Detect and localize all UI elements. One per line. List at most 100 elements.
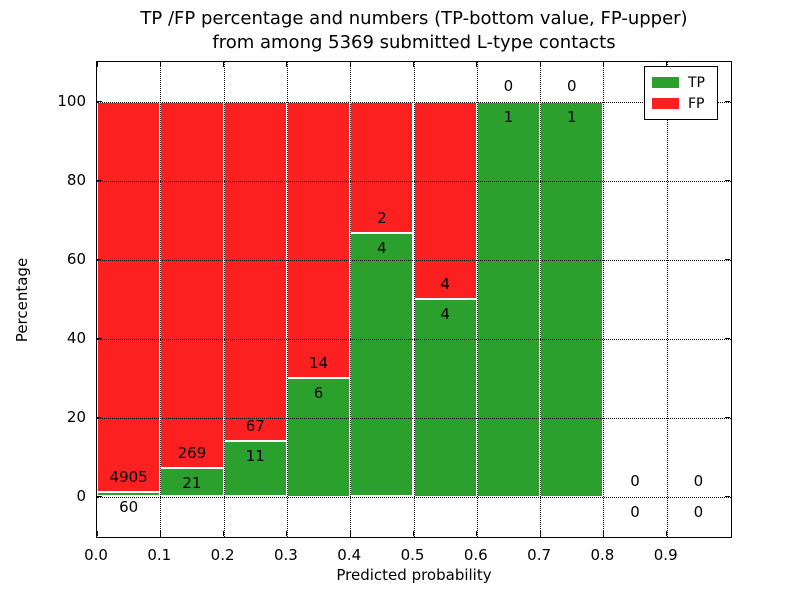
x-gridline-0.1 bbox=[160, 62, 162, 537]
tp-count-label-0.6: 1 bbox=[503, 107, 514, 126]
x-gridline-0.3 bbox=[286, 62, 288, 537]
x-tickmark-top bbox=[159, 62, 161, 67]
tp-bar-0.0 bbox=[97, 491, 161, 497]
fp-bar-0.2 bbox=[223, 101, 287, 441]
tp-count-label-0.2: 11 bbox=[245, 446, 265, 465]
x-tickmark-bottom bbox=[666, 531, 668, 536]
x-gridline-0.6 bbox=[476, 62, 478, 537]
fp-count-label-0.7: 0 bbox=[566, 77, 577, 96]
x-tickmark-bottom bbox=[159, 531, 161, 536]
y-tickmark-right bbox=[725, 180, 730, 181]
y-tickmark-right bbox=[725, 259, 730, 260]
fp-legend-label: FP bbox=[688, 95, 705, 112]
x-tickmark-bottom bbox=[413, 531, 414, 536]
chart-title-line2: from among 5369 submitted L-type contact… bbox=[212, 32, 616, 53]
x-gridline-0.5 bbox=[413, 62, 415, 537]
x-tick-label-0.9: 0.9 bbox=[653, 546, 678, 564]
tp-bar-0.6 bbox=[476, 101, 541, 497]
y-tick-label-60: 60 bbox=[66, 249, 86, 268]
fp-count-label-0.2: 67 bbox=[245, 416, 265, 435]
chart-title: TP /FP percentage and numbers (TP-bottom… bbox=[96, 7, 732, 55]
fp-bar-0.0 bbox=[97, 101, 161, 492]
x-gridline-0.7 bbox=[540, 62, 542, 537]
x-axis-label: Predicted probability bbox=[336, 566, 492, 584]
tp-count-label-0.7: 1 bbox=[566, 107, 577, 126]
x-tickmark-top bbox=[539, 62, 541, 67]
x-tickmark-bottom bbox=[349, 531, 351, 536]
x-tick-label-0.8: 0.8 bbox=[590, 546, 615, 564]
y-tickmark-right bbox=[725, 101, 730, 102]
x-tick-label-0.6: 0.6 bbox=[463, 546, 488, 564]
fp-count-label-0.1: 269 bbox=[177, 443, 207, 462]
fp-bar-0.3 bbox=[286, 101, 351, 378]
y-tickmark-left bbox=[97, 180, 102, 181]
x-tick-label-0.5: 0.5 bbox=[400, 546, 425, 564]
tp-legend-swatch bbox=[652, 77, 679, 88]
x-tick-label-0.7: 0.7 bbox=[527, 546, 552, 564]
x-tickmark-top bbox=[413, 62, 414, 67]
x-tickmark-top bbox=[666, 62, 668, 67]
y-tick-label-0: 0 bbox=[76, 486, 86, 505]
y-tickmark-right bbox=[725, 496, 730, 497]
x-gridline-0.8 bbox=[603, 62, 605, 537]
y-axis-label: Percentage bbox=[13, 257, 31, 343]
y-tickmark-right bbox=[725, 338, 730, 339]
x-tickmark-bottom bbox=[96, 531, 98, 536]
tp-bar-0.3 bbox=[286, 378, 351, 497]
x-tickmark-top bbox=[223, 62, 225, 67]
chart-title-line1: TP /FP percentage and numbers (TP-bottom… bbox=[140, 8, 688, 29]
tp-count-label-0.3: 6 bbox=[313, 384, 324, 402]
y-tickmark-left bbox=[97, 259, 102, 260]
x-tickmark-bottom bbox=[602, 531, 604, 536]
x-tick-label-0.4: 0.4 bbox=[337, 546, 362, 564]
fp-count-label-0.0: 4905 bbox=[109, 467, 148, 486]
fp-count-label-0.3: 14 bbox=[309, 353, 329, 372]
x-gridline-0.2 bbox=[223, 62, 225, 537]
x-tickmark-top bbox=[476, 62, 478, 67]
fp-count-label-0.8: 0 bbox=[630, 472, 640, 491]
plot-area: 4905 60 269 21 67 11 14 6 2 4 4 4 0 1 0 1 0 0 0 0 bbox=[96, 61, 732, 538]
y-tick-label-80: 80 bbox=[66, 170, 86, 189]
fp-count-label-0.6: 0 bbox=[503, 77, 514, 96]
tp-count-label-0.9: 0 bbox=[693, 502, 704, 521]
y-tickmark-left bbox=[97, 101, 102, 102]
y-tickmark-left bbox=[97, 417, 102, 418]
y-tickmark-left bbox=[97, 496, 102, 497]
x-tickmark-bottom bbox=[286, 531, 288, 536]
fp-count-label-0.9: 0 bbox=[693, 472, 704, 491]
x-gridline-0.9 bbox=[666, 62, 668, 537]
fp-bar-0.1 bbox=[160, 101, 224, 468]
tp-count-label-0.0: 60 bbox=[119, 497, 139, 516]
x-tickmark-top bbox=[96, 62, 98, 67]
x-tickmark-top bbox=[349, 62, 351, 67]
x-tick-label-0.1: 0.1 bbox=[147, 546, 172, 564]
legend: TP FP bbox=[644, 66, 718, 120]
x-gridline-0.4 bbox=[350, 62, 352, 537]
x-tickmark-bottom bbox=[476, 531, 478, 536]
legend-item-fp: FP bbox=[652, 93, 710, 114]
tp-count-label-0.5: 4 bbox=[440, 305, 450, 323]
tp-count-label-0.4: 4 bbox=[377, 239, 387, 258]
fp-count-label-0.4: 2 bbox=[377, 209, 387, 228]
tp-legend-label: TP bbox=[688, 74, 705, 91]
x-tickmark-top bbox=[602, 62, 604, 67]
tp-count-label-0.1: 21 bbox=[182, 473, 202, 492]
y-tick-label-100: 100 bbox=[57, 91, 86, 110]
y-tick-label-20: 20 bbox=[66, 407, 86, 426]
x-tickmark-top bbox=[286, 62, 288, 67]
tp-count-label-0.8: 0 bbox=[630, 502, 640, 521]
y-tickmark-right bbox=[725, 417, 730, 418]
y-tick-label-40: 40 bbox=[66, 328, 86, 347]
tp-bar-0.1 bbox=[160, 467, 224, 497]
fp-bar-0.5 bbox=[413, 101, 477, 299]
fp-count-label-0.5: 4 bbox=[440, 274, 450, 293]
x-tickmark-bottom bbox=[539, 531, 541, 536]
tp-bar-0.7 bbox=[540, 101, 604, 497]
x-tick-label-0.0: 0.0 bbox=[84, 546, 108, 564]
legend-item-tp: TP bbox=[652, 72, 710, 93]
fp-legend-swatch bbox=[652, 98, 679, 109]
x-tickmark-bottom bbox=[223, 531, 225, 536]
y-tickmark-left bbox=[97, 338, 102, 339]
tp-bar-0.4 bbox=[350, 233, 414, 497]
